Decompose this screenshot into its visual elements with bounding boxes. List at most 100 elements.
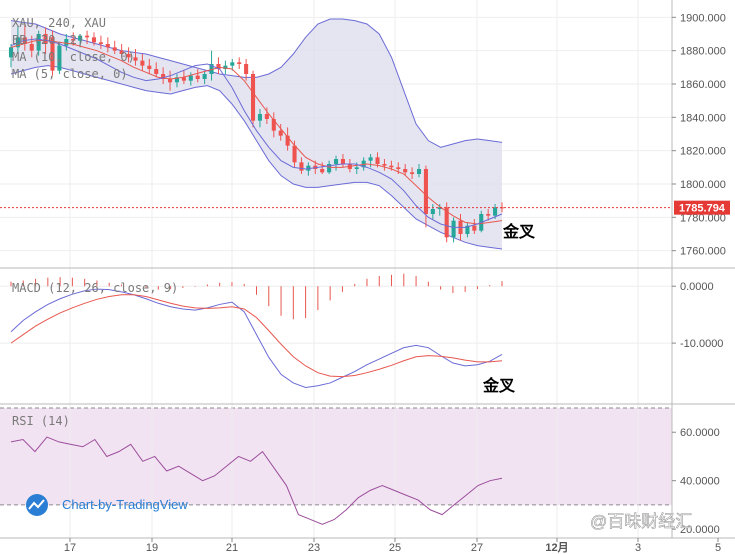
macd-tick-label: 0.0000 bbox=[680, 281, 714, 293]
candle bbox=[465, 222, 470, 238]
candle-body bbox=[112, 47, 117, 51]
candle-body bbox=[161, 74, 166, 79]
candle-body bbox=[85, 35, 90, 38]
candle bbox=[444, 202, 449, 243]
tradingview-logo[interactable]: Chart-by-TradingView bbox=[26, 494, 188, 516]
candle bbox=[403, 164, 408, 176]
candle-body bbox=[382, 164, 387, 166]
candle bbox=[257, 109, 263, 128]
rsi-band bbox=[0, 408, 672, 505]
candle-body bbox=[8, 47, 14, 58]
candle-body bbox=[423, 169, 428, 214]
candle bbox=[188, 72, 193, 86]
candle-body bbox=[416, 169, 422, 174]
candle-body bbox=[140, 60, 145, 66]
candle bbox=[133, 49, 138, 66]
candle-body bbox=[202, 74, 207, 79]
bollinger-upper bbox=[10, 18, 503, 148]
bollinger-fill bbox=[11, 19, 502, 249]
candle bbox=[472, 219, 477, 234]
candle-body bbox=[465, 225, 470, 234]
ma10-line bbox=[10, 40, 503, 225]
candle bbox=[8, 44, 14, 68]
candle bbox=[105, 37, 110, 53]
candle-body bbox=[340, 159, 345, 164]
candle bbox=[368, 154, 373, 168]
candle bbox=[64, 34, 69, 51]
candles-layer bbox=[8, 24, 505, 243]
candle bbox=[161, 67, 166, 84]
time-tick-label: 21 bbox=[226, 542, 238, 554]
tradingview-chart-icon bbox=[28, 499, 45, 510]
candle-body bbox=[98, 42, 103, 44]
time-tick-label: 17 bbox=[64, 542, 76, 554]
tradingview-label: Chart-by-TradingView bbox=[62, 497, 188, 512]
macd-signal-line bbox=[10, 294, 503, 378]
candle-body bbox=[375, 157, 380, 164]
candle-body bbox=[57, 45, 62, 71]
candle bbox=[71, 32, 76, 46]
candle bbox=[126, 47, 131, 63]
current-price-label: 1785.794 bbox=[679, 203, 726, 215]
bollinger-layer bbox=[10, 18, 503, 250]
candle-body bbox=[320, 169, 325, 173]
price-tick-label: 1760.000 bbox=[680, 246, 726, 258]
candle-body bbox=[50, 37, 55, 71]
candle-body bbox=[271, 119, 276, 131]
price-tick-label: 1840.000 bbox=[680, 112, 726, 124]
candle-body bbox=[216, 64, 221, 69]
candle-body bbox=[174, 77, 180, 83]
price-tick-label: 1780.000 bbox=[680, 212, 726, 224]
price-tick-label: 1880.000 bbox=[680, 46, 726, 58]
candle-body bbox=[223, 65, 228, 69]
candle-body bbox=[430, 209, 435, 214]
candle-body bbox=[154, 69, 159, 74]
time-tick-label: 19 bbox=[146, 542, 158, 554]
candle bbox=[98, 35, 103, 49]
time-tick-label: 5 bbox=[715, 542, 721, 554]
candle bbox=[250, 70, 256, 128]
candle bbox=[333, 155, 339, 171]
candle bbox=[278, 124, 283, 141]
candle bbox=[375, 152, 380, 168]
time-tick-label: 23 bbox=[308, 542, 320, 554]
candle-body bbox=[285, 135, 290, 146]
candle-body bbox=[195, 75, 200, 79]
ma5-legend: MA (5, close, 0) bbox=[12, 67, 128, 81]
macd-tick-label: -10.0000 bbox=[680, 338, 723, 350]
candle bbox=[154, 62, 159, 78]
candle-body bbox=[209, 64, 214, 74]
candle-body bbox=[368, 157, 373, 161]
candle-body bbox=[403, 169, 408, 173]
rsi-tick-label: 40.0000 bbox=[680, 476, 720, 488]
time-tick-label: 3 bbox=[635, 542, 641, 554]
candle bbox=[340, 154, 345, 168]
candle bbox=[216, 57, 221, 74]
price-tick-label: 1800.000 bbox=[680, 179, 726, 191]
candle-body bbox=[264, 114, 269, 119]
candle bbox=[244, 59, 249, 81]
candle bbox=[430, 204, 435, 219]
candle bbox=[78, 34, 83, 48]
macd-legend: MACD (12, 26, close, 9) bbox=[12, 281, 178, 295]
y-axis-ticks: 1900.000 1880.000 1860.000 1840.000 1820.000… bbox=[672, 12, 726, 536]
candle bbox=[50, 30, 55, 76]
candle-body bbox=[354, 167, 359, 169]
ma5-line bbox=[10, 38, 503, 228]
candle bbox=[119, 44, 124, 58]
watermark-icon bbox=[569, 512, 587, 530]
candle-body bbox=[78, 35, 83, 41]
rsi-tick-label: 60.0000 bbox=[680, 427, 720, 439]
candle-body bbox=[237, 62, 242, 64]
golden-cross-annotation-macd: 金叉 bbox=[482, 376, 516, 395]
macd-line bbox=[10, 288, 503, 388]
candle bbox=[382, 159, 387, 171]
time-tick-label: 25 bbox=[389, 542, 401, 554]
candle bbox=[91, 32, 97, 46]
grid-layer bbox=[0, 0, 672, 538]
candle-body bbox=[64, 39, 69, 46]
rsi-legend: RSI (14) bbox=[12, 414, 70, 428]
candle-body bbox=[181, 77, 186, 81]
